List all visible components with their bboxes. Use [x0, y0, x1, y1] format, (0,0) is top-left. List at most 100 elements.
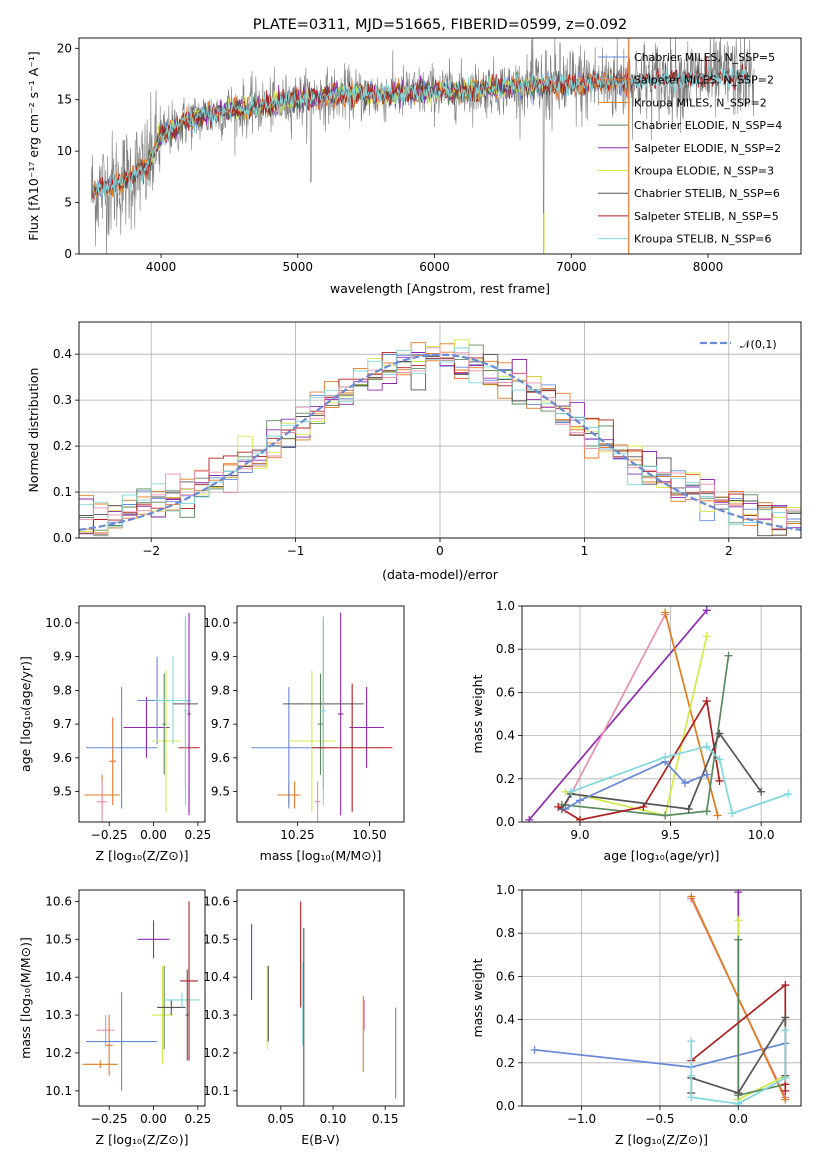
- errorbar-point: [288, 670, 335, 812]
- weight-marker: [715, 776, 724, 785]
- weight-marker: [757, 787, 766, 796]
- axes-frame: [521, 889, 802, 1107]
- x-tick-label: 0: [436, 544, 444, 558]
- weight-series: [661, 608, 722, 820]
- weight-marker: [661, 608, 670, 617]
- plot-age_vs_mass: 10.25 10.50 9.5 9.6 9.7 9.8 9.9 10.0: [203, 605, 405, 842]
- y-tick-label: 10.6: [203, 894, 230, 908]
- normal-curve: [78, 353, 802, 531]
- y-tick-label: 0.4: [496, 729, 515, 743]
- x-tick-label: 10.25: [280, 828, 314, 842]
- y-tick-label: 10.3: [45, 1008, 72, 1022]
- weight-marker: [781, 1026, 790, 1035]
- weight-series: [561, 632, 711, 820]
- x-tick-label: 10.0: [748, 828, 775, 842]
- y-tick-label: 0.4: [496, 1013, 515, 1027]
- x-tick-label: 0.00: [140, 1112, 167, 1126]
- weight-series: [561, 757, 711, 814]
- y-axis-label: mass [log₁₀(M/M⊙)]: [18, 937, 33, 1059]
- y-axis-label: mass weight: [470, 674, 485, 753]
- y-tick-label: 10.1: [45, 1084, 72, 1098]
- plot-weight_vs_age: 9.0 9.5 10.0 0.0 0.2 0.4 0.6 0.8 1.0: [496, 599, 802, 842]
- weight-marker: [687, 1037, 696, 1046]
- weight-marker: [702, 606, 711, 615]
- weight-line: [690, 1030, 787, 1105]
- y-tick-label: 9.6: [53, 751, 72, 765]
- y-tick-label: 0.0: [496, 1099, 515, 1113]
- x-tick-label: 5000: [283, 260, 314, 274]
- x-tick-label: 9.5: [661, 828, 680, 842]
- weight-marker: [661, 753, 670, 762]
- legend-entry: Salpeter STELIB, N_SSP=5: [634, 210, 779, 223]
- weight-marker: [681, 779, 690, 788]
- x-axis-label: Z [log₁₀(Z/Z⊙)]: [96, 1132, 189, 1147]
- x-tick-label: −0.25: [91, 828, 128, 842]
- x-tick-label: 7000: [556, 260, 587, 274]
- y-tick-label: 5: [64, 196, 72, 210]
- weight-marker: [781, 1073, 790, 1082]
- weight-marker: [702, 770, 711, 779]
- y-axis-label: mass weight: [470, 958, 485, 1037]
- y-axis-label: Flux [fλ10⁻¹⁷ erg cm⁻² s⁻¹ A⁻¹]: [26, 51, 41, 240]
- weight-line: [564, 614, 666, 806]
- y-tick-label: 0.3: [53, 393, 72, 407]
- weight-marker: [715, 755, 724, 764]
- model-salpeter_stelib: [92, 55, 750, 200]
- errorbar-point: [180, 901, 198, 1061]
- weight-series: [687, 1026, 790, 1106]
- y-tick-label: 10.2: [45, 1046, 72, 1060]
- errorbar-point: [157, 999, 186, 1016]
- weight-marker: [702, 807, 711, 816]
- errorbar-point: [96, 1015, 115, 1046]
- weight-marker: [575, 796, 584, 805]
- axes-frame: [78, 37, 802, 255]
- legend-entry: 𝒩(0,1): [740, 338, 777, 351]
- errorbar-point: [109, 717, 117, 806]
- errorbar-point: [155, 656, 191, 745]
- y-tick-label: 9.8: [211, 683, 230, 697]
- y-tick-label: 10.4: [45, 970, 72, 984]
- weight-marker: [702, 697, 711, 706]
- weight-marker: [687, 1071, 696, 1080]
- y-tick-label: 0.2: [53, 439, 72, 453]
- y-tick-label: 9.5: [53, 785, 72, 799]
- plot-age_vs_Z: −0.25 0.00 0.25 9.5 9.6 9.7 9.8 9.9 10.0: [45, 605, 211, 842]
- axes-frame: [78, 321, 802, 539]
- weight-marker: [781, 1095, 790, 1104]
- y-tick-label: 0.2: [496, 772, 515, 786]
- y-tick-label: 0.6: [496, 685, 515, 699]
- weight-marker: [687, 892, 696, 901]
- x-tick-label: 2: [725, 544, 733, 558]
- weight-marker: [575, 815, 584, 822]
- legend-entry: Kroupa ELODIE, N_SSP=3: [634, 165, 774, 178]
- errorbar-point: [185, 969, 190, 1061]
- y-tick-label: 10.0: [203, 616, 230, 630]
- y-tick-label: 0.0: [496, 815, 515, 829]
- legend-entry: Kroupa MILES, N_SSP=2: [634, 96, 767, 109]
- weight-marker: [728, 809, 737, 818]
- legend-entry: Kroupa STELIB, N_SSP=6: [634, 233, 772, 246]
- x-tick-label: −1.0: [567, 1112, 596, 1126]
- weight-marker: [530, 1045, 539, 1054]
- errorbar-point: [137, 920, 170, 959]
- errorbar-point: [105, 1015, 113, 1076]
- y-tick-label: 9.6: [211, 751, 230, 765]
- weight-series: [525, 606, 711, 822]
- legend-entry: Chabrier ELODIE, N_SSP=4: [634, 119, 782, 132]
- x-axis-label: mass [log₁₀(M/M⊙)]: [260, 848, 382, 863]
- weight-marker: [566, 787, 575, 796]
- weight-series: [557, 729, 766, 814]
- y-tick-label: 0.0: [53, 531, 72, 545]
- x-tick-label: −0.25: [91, 1112, 128, 1126]
- x-tick-label: 9.0: [570, 828, 589, 842]
- axes-frame: [78, 605, 206, 823]
- y-tick-label: 20: [57, 41, 72, 55]
- x-tick-label: −1: [287, 544, 305, 558]
- weight-series: [566, 742, 793, 818]
- x-tick-label: 8000: [693, 260, 724, 274]
- y-axis-label: Normed distribution: [26, 368, 41, 493]
- axes-frame: [236, 889, 405, 1107]
- y-tick-label: 10.2: [203, 1046, 230, 1060]
- weight-marker: [734, 916, 743, 925]
- x-axis-label: wavelength [Angstrom, rest frame]: [330, 281, 550, 296]
